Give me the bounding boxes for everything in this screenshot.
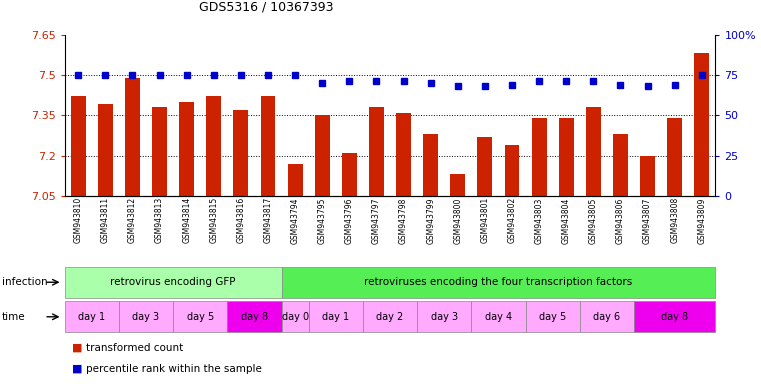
Bar: [363, 301, 417, 332]
Bar: [125, 78, 140, 196]
Text: day 5: day 5: [539, 312, 566, 322]
Text: day 5: day 5: [186, 312, 214, 322]
Text: day 6: day 6: [594, 312, 620, 322]
Text: day 8: day 8: [241, 312, 268, 322]
Text: day 0: day 0: [282, 312, 309, 322]
Bar: [694, 53, 709, 196]
Bar: [417, 301, 471, 332]
Bar: [71, 96, 86, 196]
Bar: [586, 107, 600, 196]
Bar: [228, 301, 282, 332]
Bar: [559, 118, 574, 196]
Text: day 3: day 3: [431, 312, 458, 322]
Bar: [471, 301, 526, 332]
Bar: [65, 301, 119, 332]
Bar: [288, 164, 303, 196]
Bar: [119, 301, 174, 332]
Bar: [260, 96, 275, 196]
Bar: [174, 301, 228, 332]
Bar: [180, 102, 194, 196]
Bar: [667, 118, 682, 196]
Bar: [396, 113, 411, 196]
Bar: [451, 174, 465, 196]
Bar: [423, 134, 438, 196]
Text: percentile rank within the sample: percentile rank within the sample: [86, 364, 262, 374]
Text: retroviruses encoding the four transcription factors: retroviruses encoding the four transcrip…: [365, 277, 632, 287]
Bar: [282, 301, 309, 332]
Bar: [532, 118, 546, 196]
Text: day 1: day 1: [322, 312, 349, 322]
Bar: [477, 137, 492, 196]
Text: transformed count: transformed count: [86, 343, 183, 353]
Bar: [152, 107, 167, 196]
Text: time: time: [2, 312, 25, 322]
Text: ■: ■: [72, 364, 83, 374]
Bar: [206, 96, 221, 196]
Bar: [309, 301, 363, 332]
Bar: [640, 156, 655, 196]
Bar: [526, 301, 580, 332]
Bar: [369, 107, 384, 196]
Text: ■: ■: [72, 343, 83, 353]
Bar: [613, 134, 628, 196]
Bar: [65, 267, 282, 298]
Bar: [634, 301, 715, 332]
Text: GDS5316 / 10367393: GDS5316 / 10367393: [199, 0, 333, 13]
Text: day 4: day 4: [485, 312, 512, 322]
Text: day 3: day 3: [132, 312, 160, 322]
Bar: [342, 153, 357, 196]
Bar: [580, 301, 634, 332]
Text: day 1: day 1: [78, 312, 105, 322]
Bar: [282, 267, 715, 298]
Bar: [315, 115, 330, 196]
Text: retrovirus encoding GFP: retrovirus encoding GFP: [110, 277, 236, 287]
Text: day 2: day 2: [377, 312, 403, 322]
Bar: [234, 110, 248, 196]
Bar: [98, 104, 113, 196]
Text: day 8: day 8: [661, 312, 688, 322]
Text: infection: infection: [2, 277, 47, 287]
Bar: [505, 145, 520, 196]
